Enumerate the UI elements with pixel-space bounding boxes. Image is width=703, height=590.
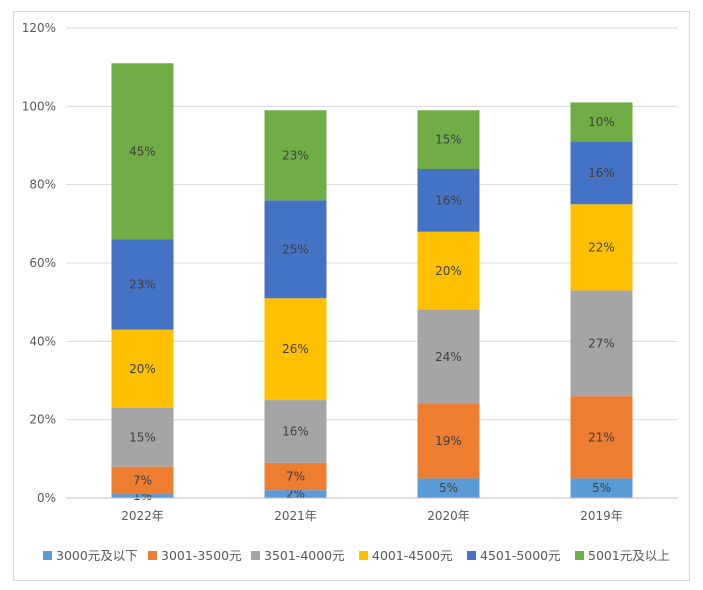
data-label: 20%	[435, 264, 462, 278]
bar-segment	[417, 231, 480, 310]
legend-swatch	[467, 551, 476, 560]
data-label: 19%	[435, 434, 462, 448]
legend-swatch	[43, 551, 52, 560]
data-label: 16%	[282, 424, 309, 438]
data-label: 7%	[286, 469, 305, 483]
legend-label: 5001元及以上	[588, 548, 670, 563]
data-label: 15%	[435, 133, 462, 147]
data-label: 22%	[588, 240, 615, 254]
legend-label: 3501-4000元	[264, 548, 345, 563]
legend-label: 3001-3500元	[161, 548, 242, 563]
data-label: 25%	[282, 242, 309, 256]
data-label: 16%	[435, 193, 462, 207]
bar-segment	[264, 298, 327, 401]
legend-label: 3000元及以下	[56, 548, 138, 563]
legend-swatch	[148, 551, 157, 560]
bar-segment	[264, 200, 327, 299]
bar-segment	[570, 396, 633, 479]
x-tick-label: 2019年	[580, 509, 623, 523]
data-label: 16%	[588, 166, 615, 180]
legend-swatch	[251, 551, 260, 560]
y-tick-label: 120%	[22, 21, 56, 35]
data-label: 15%	[129, 430, 156, 444]
data-label: 26%	[282, 342, 309, 356]
bar-segment	[570, 478, 633, 498]
legend-swatch	[359, 551, 368, 560]
data-label: 20%	[129, 362, 156, 376]
bar-segment	[570, 290, 633, 397]
bar-segment	[264, 490, 327, 498]
bar-segment	[111, 466, 174, 495]
bar-segment	[264, 462, 327, 491]
bar-segment	[111, 63, 174, 240]
bar-segment	[264, 110, 327, 201]
data-label: 10%	[588, 115, 615, 129]
x-tick-label: 2021年	[274, 509, 317, 523]
y-tick-label: 80%	[29, 178, 56, 192]
legend-label: 4501-5000元	[480, 548, 561, 563]
y-tick-label: 40%	[29, 334, 56, 348]
bar-segment	[264, 400, 327, 463]
bar-segment	[111, 407, 174, 467]
bar-segment	[111, 494, 174, 498]
legend-swatch	[575, 551, 584, 560]
data-label: 5%	[592, 481, 611, 495]
data-label: 5%	[439, 481, 458, 495]
bar-segment	[417, 478, 480, 498]
legend-label: 4001-4500元	[372, 548, 453, 563]
data-label: 23%	[282, 148, 309, 162]
y-tick-label: 100%	[22, 99, 56, 113]
data-label: 7%	[133, 473, 152, 487]
bar-segment	[570, 204, 633, 291]
bar-segment	[111, 329, 174, 408]
bar-segment	[570, 102, 633, 142]
bar-segment	[417, 169, 480, 232]
data-label: 24%	[435, 350, 462, 364]
y-tick-label: 60%	[29, 256, 56, 270]
x-tick-label: 2020年	[427, 509, 470, 523]
y-tick-label: 0%	[37, 491, 56, 505]
bar-segment	[111, 239, 174, 330]
data-label: 21%	[588, 430, 615, 444]
data-label: 27%	[588, 336, 615, 350]
bar-segment	[417, 110, 480, 169]
data-label: 45%	[129, 144, 156, 158]
bar-segment	[570, 141, 633, 205]
data-label: 23%	[129, 278, 156, 292]
bar-segment	[417, 310, 480, 404]
y-tick-label: 20%	[29, 413, 56, 427]
x-tick-label: 2022年	[121, 509, 164, 523]
bar-segment	[417, 404, 480, 479]
